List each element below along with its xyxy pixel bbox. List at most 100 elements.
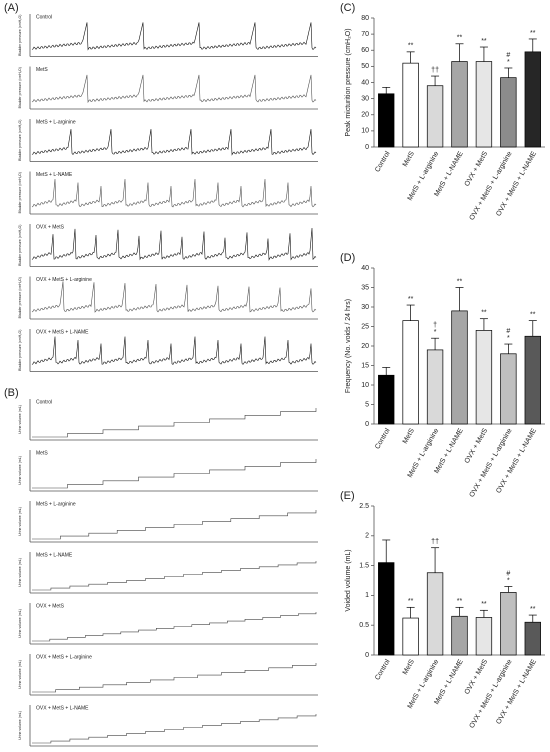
trace-title: MetS + L-NAME (36, 552, 73, 558)
bar (475, 617, 493, 656)
pressure-trace (31, 336, 317, 365)
trace-y-label: Urine volume (mL) (18, 609, 22, 638)
volume-trace (32, 408, 317, 438)
error-bar (431, 337, 440, 350)
trace-y-label: Urine volume (mL) (18, 558, 22, 587)
error-bar (479, 609, 488, 618)
significance-mark: ** (481, 310, 487, 317)
significance-mark: * (507, 335, 510, 342)
y-tick-label: 1.5 (359, 562, 369, 569)
bar (500, 77, 517, 148)
y-tick-label: 80 (361, 15, 369, 22)
y-tick-label: 0 (365, 652, 369, 659)
bar (402, 617, 419, 656)
bar (500, 592, 517, 656)
y-tick-label: 1 (365, 592, 369, 599)
trace-y-label: Bladder pressure (cmH₂O) (18, 277, 22, 318)
significance-mark: ** (457, 35, 463, 42)
trace-y-label: Urine volume (mL) (18, 405, 22, 434)
trace-title: MetS (36, 67, 48, 73)
x-tick-label: Control (374, 150, 392, 173)
bar (524, 621, 541, 656)
bar (500, 353, 517, 425)
y-tick-label: 10 (361, 382, 369, 389)
bar (475, 330, 493, 425)
error-bar (406, 606, 415, 619)
y-tick-label: 15 (361, 362, 369, 369)
x-tick-label: MetS (402, 658, 416, 676)
panel-label: (C) (340, 2, 355, 14)
y-tick-label: 0.5 (359, 622, 369, 629)
y-tick-label: 25 (361, 323, 369, 330)
significance-mark: ** (530, 606, 536, 613)
significance-mark: ** (530, 30, 536, 37)
error-bar (504, 343, 513, 354)
y-tick-label: 20 (361, 343, 369, 350)
y-tick-label: 30 (361, 95, 369, 102)
significance-mark: # (506, 52, 510, 59)
y-tick-label: 50 (361, 63, 369, 70)
volume-trace (32, 510, 317, 540)
trace-y-label: Bladder pressure (cmH₂O) (18, 172, 22, 213)
error-bar (504, 586, 513, 593)
bar (426, 349, 444, 425)
trace-y-label: Bladder pressure (cmH₂O) (18, 15, 22, 56)
y-tick-label: 2 (365, 533, 369, 540)
significance-mark: ** (408, 296, 414, 303)
bar (402, 320, 419, 425)
significance-mark: * (507, 577, 510, 584)
error-bar (431, 75, 440, 86)
volume-trace (32, 561, 317, 591)
x-tick-label: Control (374, 427, 392, 450)
significance-mark: †† (431, 67, 439, 74)
y-axis-label: Peak micturition pressure (cmH₂O) (345, 28, 352, 136)
volume-trace (32, 663, 317, 693)
trace-title: MetS + L-arginine (36, 501, 76, 507)
y-tick-label: 2.5 (359, 503, 369, 510)
x-tick-label: OVX + MetS + L-arginine (469, 150, 514, 221)
trace-y-label: Bladder pressure (cmH₂O) (18, 225, 22, 266)
significance-mark: †† (431, 539, 439, 546)
error-bar (479, 318, 488, 331)
error-bar (528, 320, 537, 337)
trace-title: Control (36, 399, 52, 405)
y-tick-label: 0 (365, 421, 369, 428)
trace-title: OVX + MetS + L-NAME (36, 329, 89, 335)
x-tick-label: Control (374, 658, 392, 681)
bar (402, 62, 419, 148)
volume-trace (32, 459, 317, 489)
panel-label: (E) (340, 490, 355, 502)
trace-y-label: Urine volume (mL) (18, 456, 22, 485)
y-tick-label: 10 (361, 128, 369, 135)
significance-mark: # (506, 328, 510, 335)
significance-mark: † (433, 322, 437, 329)
significance-mark: ** (481, 38, 487, 45)
panel-label: (B) (4, 387, 19, 399)
pressure-trace (31, 227, 317, 261)
bar (524, 51, 541, 148)
significance-mark: ** (457, 598, 463, 605)
x-tick-label: MetS (402, 427, 416, 445)
panel-label: (D) (340, 252, 355, 264)
significance-mark: * (434, 329, 437, 336)
trace-title: OVX + MetS (36, 603, 65, 609)
pressure-trace (31, 22, 317, 51)
bar (524, 335, 541, 425)
error-bar (406, 51, 415, 64)
bar (451, 61, 468, 148)
trace-y-label: Bladder pressure (cmH₂O) (18, 120, 22, 161)
pressure-trace (31, 281, 317, 313)
pressure-trace (31, 74, 317, 104)
significance-mark: ** (530, 311, 536, 318)
trace-title: Control (36, 14, 52, 20)
trace-title: OVX + MetS + L-arginine (36, 654, 92, 660)
x-tick-label: OVX + MetS (464, 658, 490, 696)
pressure-trace (31, 129, 317, 156)
trace-y-label: Urine volume (mL) (18, 660, 22, 689)
bar (475, 61, 493, 148)
x-tick-label: OVX + MetS (464, 150, 490, 188)
x-tick-label: OVX + MetS + L-arginine (469, 427, 514, 498)
error-bar (406, 304, 415, 321)
y-tick-label: 60 (361, 47, 369, 54)
